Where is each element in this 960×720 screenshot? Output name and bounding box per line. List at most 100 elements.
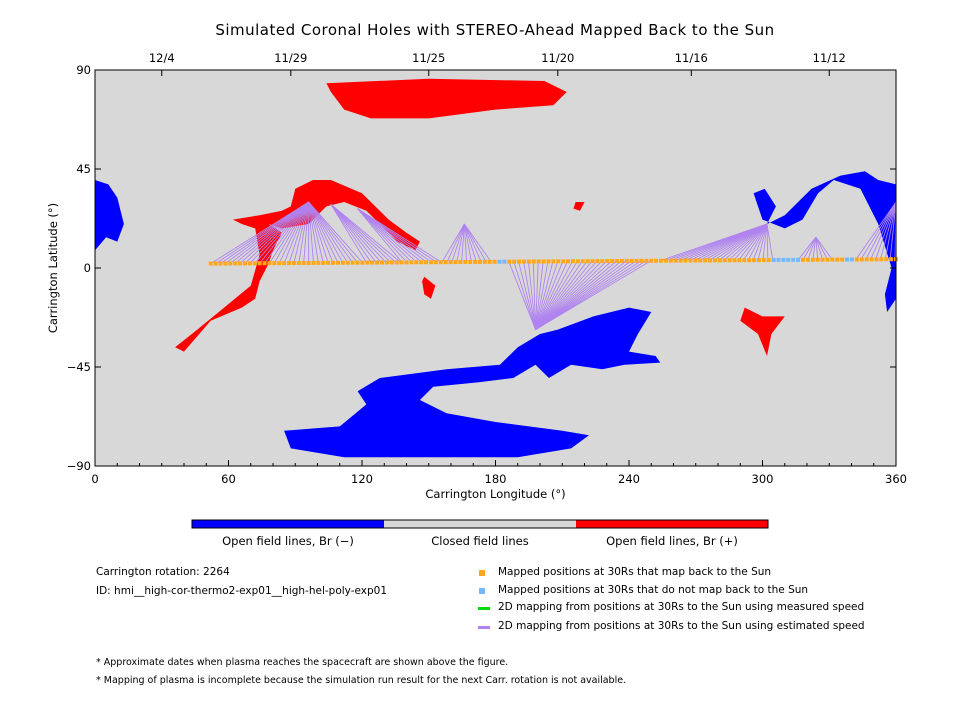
track-point-mapped [262,261,267,266]
mapping-line [308,201,344,263]
track-point-mapped [561,259,566,264]
track-point-mapped [428,260,433,265]
mapping-line [865,201,897,260]
legend-not-mapped-label: Mapped positions at 30Rs that do not map… [498,584,809,596]
mapping-line [446,223,465,263]
top-date-label: 11/16 [675,51,708,65]
mapping-line [535,261,539,330]
track-point-mapped [404,260,409,265]
track-point-mapped [233,261,238,266]
y-tick-label: 0 [84,261,91,275]
mapping-line [518,261,536,330]
mapping-line [293,201,310,264]
track-point-mapped [830,257,835,262]
mapping-line [461,223,465,263]
track-point-mapped [693,258,698,263]
track-point-mapped [639,258,644,263]
track-point-mapped [282,261,287,266]
mapping-line [884,201,897,260]
top-date-label: 11/25 [412,51,445,65]
track-point-mapped [825,257,830,262]
track-point-not-mapped [849,257,854,262]
track-point-mapped [712,258,717,263]
mapping-line [870,201,897,260]
track-point-mapped [649,258,654,263]
track-point-mapped [213,261,218,266]
mapping-line [441,223,465,263]
colorbar-label-closed: Closed field lines [431,534,529,548]
coronal-hole-positive-4 [740,307,785,356]
track-point-mapped [673,258,678,263]
x-tick-label: 240 [618,472,640,486]
mapping-line [513,261,536,330]
mapping-line [713,223,768,261]
track-point-mapped [473,259,478,264]
mapping-line [249,201,309,264]
mapping-line [532,261,536,330]
track-point-mapped [879,257,884,262]
mapping-line [463,223,482,263]
track-point-mapped [864,257,869,262]
track-point-mapped [448,260,453,265]
mapping-line [278,201,310,264]
mapping-line [220,201,309,264]
track-point-mapped [218,261,223,266]
track-point-mapped [399,260,404,265]
track-point-mapped [737,258,742,263]
mapping-line [527,261,536,330]
mapping-line [357,208,403,263]
mapping-line [330,203,397,263]
track-point-mapped [654,258,659,263]
track-point-mapped [566,259,571,264]
track-point-mapped [556,259,561,264]
colorbar-segment [192,520,384,528]
mapping-line [308,201,314,263]
track-point-not-mapped [781,257,786,262]
track-point-mapped [683,258,688,263]
mapping-line [708,223,768,261]
x-tick-label: 300 [752,472,774,486]
track-point-mapped [482,259,487,264]
track-point-mapped [301,261,306,266]
mapping-line [535,260,588,330]
track-point-mapped [747,258,752,263]
track-point-mapped [820,257,825,262]
track-point-mapped [629,258,634,263]
y-tick-label: 45 [76,162,91,176]
mapping-line [535,260,603,330]
track-point-mapped [590,259,595,264]
track-point-mapped [761,258,766,263]
mapping-line [288,201,310,264]
track-point-not-mapped [771,257,776,262]
mapping-line [535,260,627,330]
mapping-line [357,208,413,263]
mapping-line [264,201,309,264]
mapping-line [879,201,897,260]
x-tick-label: 120 [351,472,373,486]
mapping-line [308,201,329,263]
track-point-mapped [228,261,233,266]
track-point-mapped [384,260,389,265]
mapping-line [357,208,408,263]
mapping-line [215,201,309,264]
track-point-mapped [722,258,727,263]
track-point-mapped [316,260,321,265]
mapping-line [308,201,339,263]
mapping-line [330,203,402,263]
note-dates: * Approximate dates when plasma reaches … [96,657,509,668]
x-tick-label: 0 [91,472,98,486]
track-point-not-mapped [845,257,850,262]
track-point-mapped [438,260,443,265]
mapping-line [535,261,549,330]
track-point-mapped [453,260,458,265]
track-point-mapped [610,259,615,264]
track-point-mapped [644,258,649,263]
track-point-mapped [605,259,610,264]
y-axis-title: Carrington Latitude (°) [46,203,60,333]
mapping-line [273,201,309,264]
mapping-line [308,201,324,263]
mapping-line [357,208,427,263]
x-tick-label: 360 [885,472,907,486]
mapping-line [535,260,583,330]
track-point-mapped [380,260,385,265]
